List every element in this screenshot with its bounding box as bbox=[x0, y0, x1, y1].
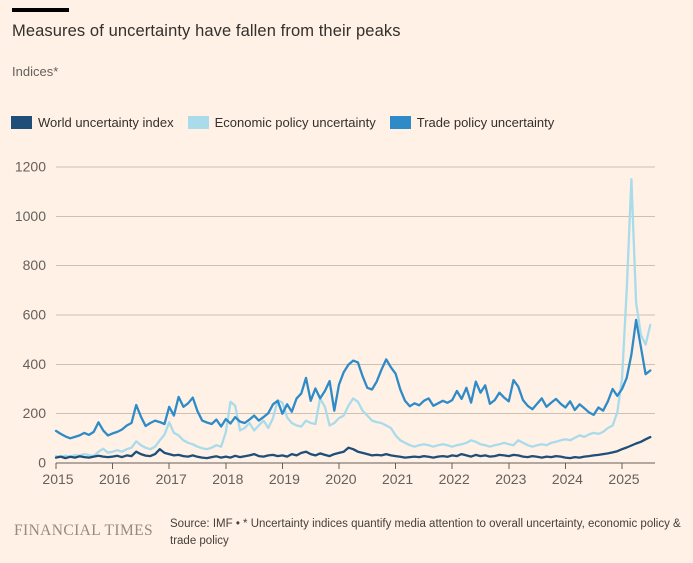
source-note: Source: IMF • * Uncertainty indices quan… bbox=[170, 518, 681, 547]
y-tick-label: 0 bbox=[38, 455, 46, 471]
y-tick-label: 800 bbox=[23, 257, 47, 273]
y-tick-label: 200 bbox=[23, 405, 47, 421]
x-tick-label: 2017 bbox=[156, 471, 187, 487]
x-tick-label: 2021 bbox=[382, 471, 413, 487]
series-line-trade-policy-uncertainty bbox=[54, 318, 652, 440]
chart-legend: World uncertainty index Economic policy … bbox=[11, 115, 554, 130]
legend-label: World uncertainty index bbox=[38, 115, 174, 130]
y-tick-label: 1200 bbox=[15, 159, 46, 175]
x-tick-label: 2022 bbox=[439, 471, 470, 487]
financial-times-logo: FINANCIAL TIMES bbox=[14, 522, 154, 539]
x-tick-label: 2015 bbox=[42, 471, 73, 487]
legend-item-economic-policy-uncertainty: Economic policy uncertainty bbox=[187, 115, 376, 130]
chart-units-label: Indices* bbox=[12, 64, 59, 79]
line-chart: 0 200 400 600 800 1000 1200 2015 2016 2017 2018 201… bbox=[0, 140, 693, 502]
page-title: Measures of uncertainty have fallen from… bbox=[12, 22, 401, 40]
chart-canvas: 0 200 400 600 800 1000 1200 2015 2016 2017 2018 201… bbox=[15, 159, 655, 487]
x-tick-label: 2024 bbox=[552, 471, 583, 487]
trade-policy-swatch-icon bbox=[389, 116, 411, 129]
legend-item-trade-policy-uncertainty: Trade policy uncertainty bbox=[389, 115, 555, 130]
y-tick-label: 400 bbox=[23, 356, 47, 372]
ft-top-rule bbox=[12, 8, 69, 12]
x-tick-label: 2023 bbox=[495, 471, 526, 487]
y-tick-label: 600 bbox=[23, 307, 47, 323]
legend-label: Economic policy uncertainty bbox=[214, 115, 376, 130]
y-tick-label: 1000 bbox=[15, 208, 46, 224]
legend-label: Trade policy uncertainty bbox=[416, 115, 555, 130]
world-uncertainty-swatch-icon bbox=[11, 116, 32, 129]
series-line-economic-policy-uncertainty bbox=[54, 178, 652, 458]
x-tick-label: 2018 bbox=[212, 471, 243, 487]
series-line-world-uncertainty-index bbox=[54, 435, 652, 460]
economic-policy-swatch-icon bbox=[187, 116, 209, 129]
x-tick-label: 2020 bbox=[325, 471, 356, 487]
x-tick-label: 2025 bbox=[608, 471, 639, 487]
x-tick-label: 2016 bbox=[99, 471, 130, 487]
legend-item-world-uncertainty-index: World uncertainty index bbox=[11, 115, 174, 130]
x-tick-label: 2019 bbox=[269, 471, 300, 487]
